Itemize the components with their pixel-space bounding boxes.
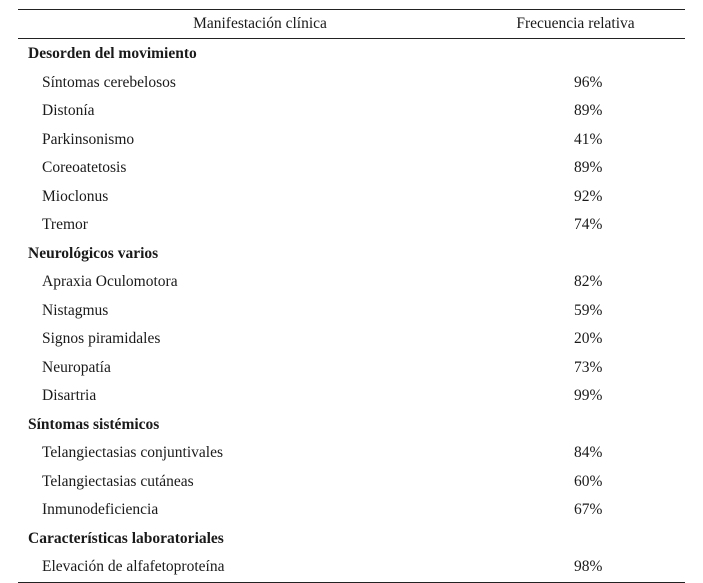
table-row: Tremor 74% — [18, 211, 685, 240]
table-row: Disartria 99% — [18, 382, 685, 411]
manifestation-name: Telangiectasias cutáneas — [42, 472, 194, 490]
frequency-value: 59% — [574, 301, 603, 319]
frequency-value: 67% — [574, 501, 603, 519]
table-row: Nistagmus 59% — [18, 297, 685, 326]
manifestation-name: Inmunodeficiencia — [42, 501, 159, 519]
frequency-value: 89% — [574, 102, 603, 120]
clinical-manifestations-table: Manifestación clínica Frecuencia relativ… — [18, 9, 685, 583]
frequency-value: 74% — [574, 216, 603, 234]
frequency-value: 92% — [574, 187, 603, 205]
frequency-value: 89% — [574, 159, 603, 177]
table-row: Signos piramidales 20% — [18, 325, 685, 354]
frequency-value: 82% — [574, 273, 603, 291]
frequency-value: 73% — [574, 358, 603, 376]
table-row: Mioclonus 92% — [18, 183, 685, 212]
table-row: Distonía 89% — [18, 97, 685, 126]
section-heading: Neurológicos varios — [28, 244, 159, 262]
table-row: Telangiectasias cutáneas 60% — [18, 468, 685, 497]
frequency-value: 20% — [574, 330, 603, 348]
frequency-value: 41% — [574, 130, 603, 148]
table-row: Síntomas cerebelosos 96% — [18, 69, 685, 98]
manifestation-name: Signos piramidales — [42, 330, 161, 348]
header-rule — [18, 38, 685, 39]
header-manifestation: Manifestación clínica — [193, 15, 327, 32]
table-body: Desorden del movimiento Síntomas cerebelo… — [18, 39, 685, 582]
section-heading: Características laboratoriales — [28, 529, 224, 547]
manifestation-name: Parkinsonismo — [42, 130, 135, 148]
manifestation-name: Distonía — [42, 102, 95, 120]
frequency-value: 99% — [574, 387, 603, 405]
section-heading: Síntomas sistémicos — [28, 415, 160, 433]
bottom-rule — [18, 581, 685, 583]
header-frequency: Frecuencia relativa — [516, 15, 635, 32]
table-row: Neuropatía 73% — [18, 354, 685, 383]
manifestation-name: Disartria — [42, 387, 97, 405]
top-rule — [18, 9, 685, 10]
manifestation-name: Síntomas cerebelosos — [42, 73, 176, 91]
frequency-value: 60% — [574, 472, 603, 490]
manifestation-name: Coreoatetosis — [42, 159, 127, 177]
manifestation-name: Neuropatía — [42, 358, 111, 376]
manifestation-name: Telangiectasias conjuntivales — [42, 444, 223, 462]
table-row: Inmunodeficiencia 67% — [18, 496, 685, 525]
table-row: Parkinsonismo 41% — [18, 126, 685, 155]
manifestation-name: Nistagmus — [42, 301, 109, 319]
manifestation-name: Elevación de alfafetoproteína — [42, 558, 225, 576]
manifestation-name: Tremor — [42, 216, 88, 234]
frequency-value: 98% — [574, 558, 603, 576]
manifestation-name: Mioclonus — [42, 187, 109, 205]
table-row: Elevación de alfafetoproteína 98% — [18, 553, 685, 582]
frequency-value: 96% — [574, 73, 603, 91]
manifestation-name: Apraxia Oculomotora — [42, 273, 178, 291]
table-row: Coreoatetosis 89% — [18, 154, 685, 183]
table-row: Apraxia Oculomotora 82% — [18, 268, 685, 297]
table-row: Telangiectasias conjuntivales 84% — [18, 439, 685, 468]
section-heading: Desorden del movimiento — [28, 45, 197, 63]
frequency-value: 84% — [574, 444, 603, 462]
table-header: Manifestación clínica Frecuencia relativ… — [18, 10, 685, 38]
